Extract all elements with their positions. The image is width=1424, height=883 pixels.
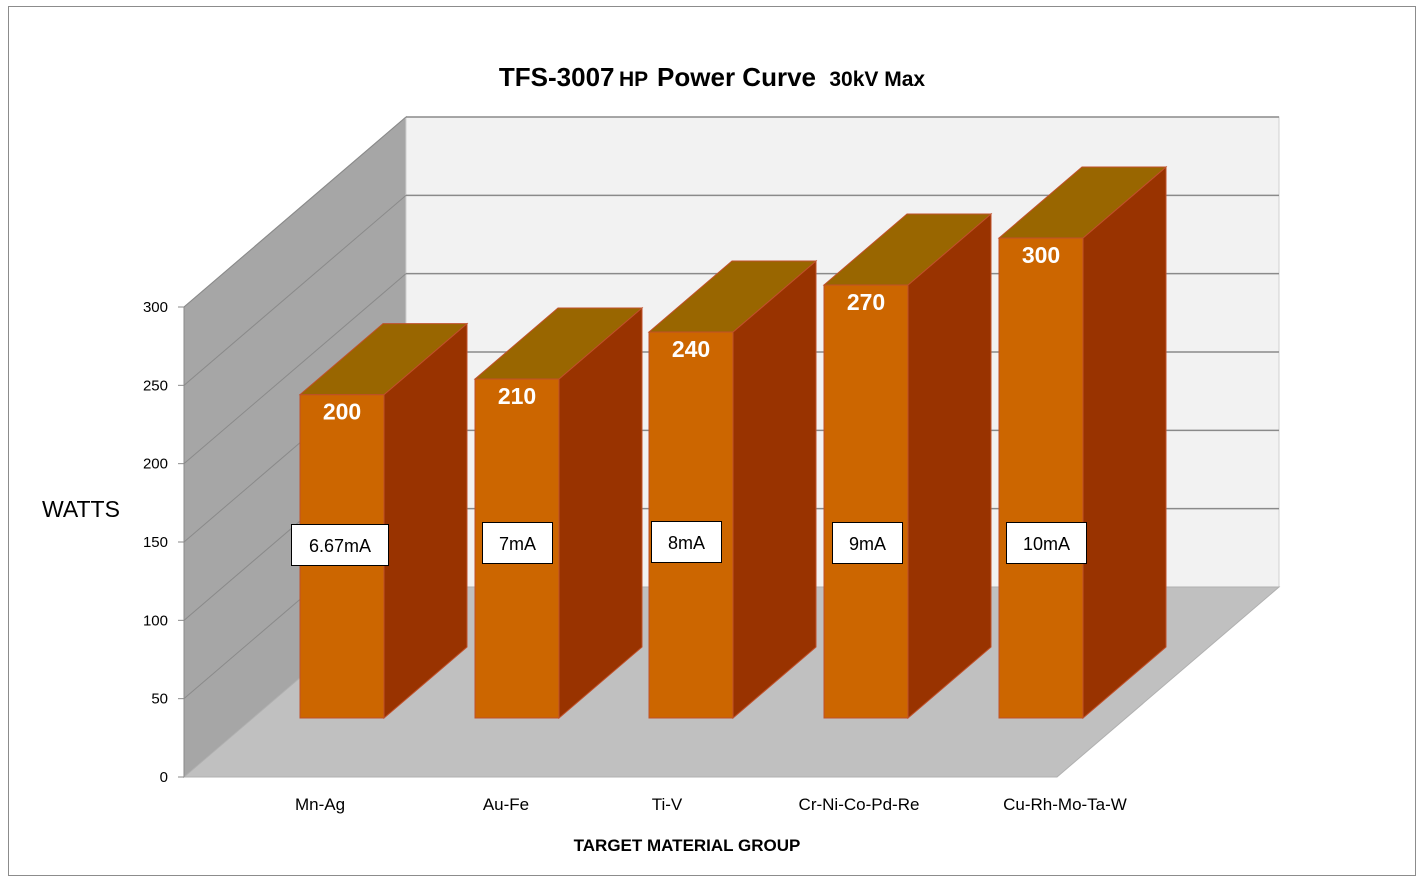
current-annotation: 10mA bbox=[1006, 522, 1087, 564]
x-category-label: Cr-Ni-Co-Pd-Re bbox=[799, 795, 920, 814]
gridline-left bbox=[183, 273, 407, 465]
bar: 200 bbox=[298, 322, 469, 720]
x-category-label: Mn-Ag bbox=[295, 795, 345, 814]
y-tick-label: 250 bbox=[143, 377, 168, 394]
bar-side-face bbox=[1082, 165, 1167, 720]
x-category-label: Ti-V bbox=[652, 795, 683, 814]
bar-side-face bbox=[907, 212, 992, 720]
y-tick-label: 50 bbox=[151, 691, 168, 708]
y-tick-label: 0 bbox=[160, 769, 168, 786]
bar-side-face bbox=[558, 306, 643, 720]
current-annotation: 6.67mA bbox=[291, 524, 389, 566]
bar: 270 bbox=[822, 212, 993, 720]
current-annotation: 7mA bbox=[482, 522, 553, 564]
bar-side-face bbox=[732, 259, 817, 720]
x-category-label: Cu-Rh-Mo-Ta-W bbox=[1003, 795, 1127, 814]
bar: 210 bbox=[473, 306, 644, 720]
x-category-label: Au-Fe bbox=[483, 795, 529, 814]
y-tick-label: 300 bbox=[143, 299, 168, 316]
bar-front-face bbox=[823, 284, 909, 719]
bar: 300 bbox=[997, 165, 1168, 720]
y-tick-label: 100 bbox=[143, 612, 168, 629]
bar-value-label: 240 bbox=[672, 336, 710, 362]
bar-value-label: 270 bbox=[847, 289, 885, 315]
y-tick-label: 150 bbox=[143, 534, 168, 551]
bar-value-label: 210 bbox=[498, 383, 536, 409]
gridline-left bbox=[183, 194, 407, 386]
gridline-left bbox=[183, 116, 407, 308]
y-axis-label: WATTS bbox=[42, 496, 120, 522]
bar-value-label: 200 bbox=[323, 399, 361, 425]
bar-top-face bbox=[298, 323, 469, 396]
current-annotation: 8mA bbox=[651, 521, 722, 563]
bar-top-face bbox=[997, 166, 1168, 239]
current-annotation: 9mA bbox=[832, 522, 903, 564]
bar-value-label: 300 bbox=[1022, 242, 1060, 268]
bar-top-face bbox=[822, 213, 993, 286]
bar-top-face bbox=[647, 260, 818, 333]
bar-front-face bbox=[998, 237, 1084, 719]
y-tick-label: 200 bbox=[143, 456, 168, 473]
bar-top-face bbox=[473, 307, 644, 380]
chart-title: TFS-3007 HP Power Curve 30kV Max bbox=[498, 62, 926, 92]
bar: 240 bbox=[647, 259, 818, 720]
x-axis-label: TARGET MATERIAL GROUP bbox=[573, 836, 801, 855]
